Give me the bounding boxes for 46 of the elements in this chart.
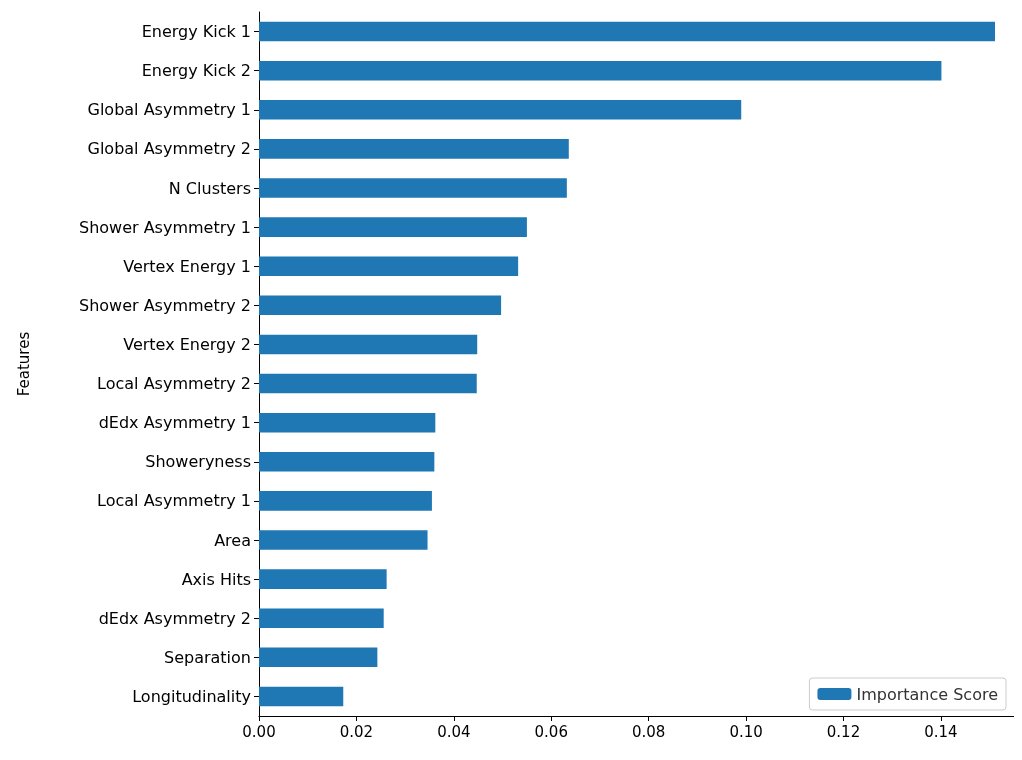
bar	[259, 21, 995, 42]
y-tick-label: Energy Kick 2	[141, 61, 251, 81]
y-tick-label: Area	[214, 530, 251, 550]
bar	[259, 373, 477, 394]
y-tick-label: Global Asymmetry 2	[87, 139, 251, 159]
y-tick-label: Local Asymmetry 2	[97, 374, 251, 394]
y-tick-label: N Clusters	[168, 178, 251, 198]
bar	[259, 334, 478, 355]
y-tick-label: Shower Asymmetry 1	[78, 217, 251, 237]
bar	[259, 100, 742, 120]
x-tick-label: 0.12	[826, 722, 861, 741]
x-tick-label: 0.02	[339, 722, 374, 741]
x-tick-label: 0.00	[242, 722, 276, 741]
y-tick-label: Shower Asymmetry 2	[78, 295, 251, 315]
bar	[259, 217, 527, 237]
bar	[259, 412, 436, 433]
bar	[259, 139, 569, 159]
y-tick-label: dEdx Asymmetry 2	[98, 608, 251, 628]
bar	[259, 295, 502, 316]
legend-label: Importance Score	[856, 684, 999, 704]
bar	[259, 608, 384, 628]
x-tick-label: 0.14	[924, 722, 958, 741]
y-tick-label: Energy Kick 1	[141, 22, 251, 42]
y-tick-label: Longitudinality	[132, 686, 251, 706]
x-tick-label: 0.04	[437, 722, 471, 741]
y-tick-label: Separation	[164, 647, 251, 667]
y-tick-label: Showeryness	[145, 452, 251, 472]
x-tick-label: 0.08	[631, 722, 666, 741]
bar	[259, 530, 428, 550]
bar	[259, 491, 432, 511]
bar	[259, 256, 519, 276]
bar	[259, 60, 942, 81]
bar	[259, 452, 435, 472]
bar	[259, 686, 344, 707]
y-tick-label: Vertex Energy 1	[123, 256, 251, 276]
bar	[259, 178, 567, 198]
bar	[259, 569, 387, 589]
y-tick-label: Local Asymmetry 1	[97, 491, 251, 511]
x-tick-label: 0.10	[729, 722, 763, 741]
y-tick-label: Global Asymmetry 1	[87, 100, 251, 120]
y-tick-label: Vertex Energy 2	[123, 334, 251, 354]
y-tick-label: dEdx Asymmetry 1	[98, 413, 251, 433]
y-tick-label: Axis Hits	[181, 569, 251, 589]
x-tick-label: 0.06	[534, 722, 568, 741]
bar	[259, 647, 378, 668]
y-axis-title: Features	[14, 331, 33, 397]
